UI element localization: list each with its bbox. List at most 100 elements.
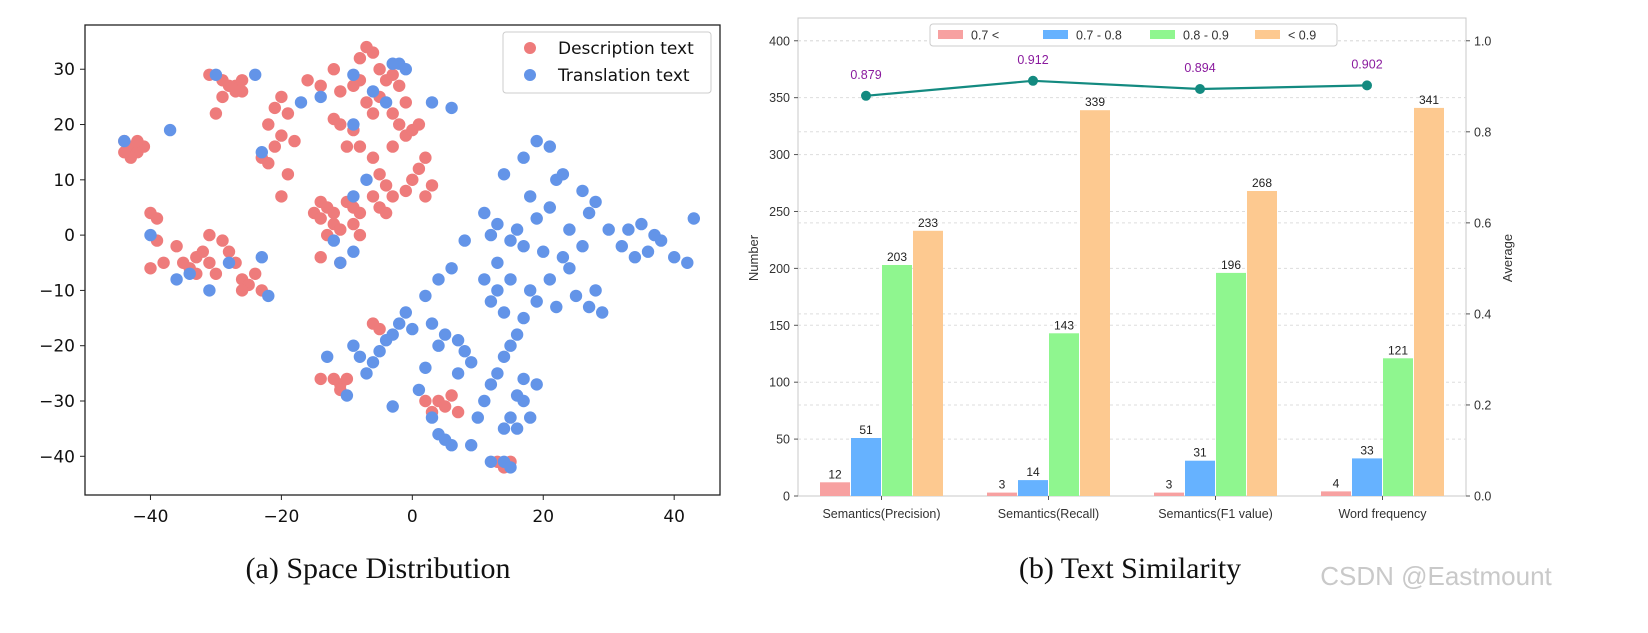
scatter-point-s1-70: [497, 306, 511, 319]
scatter-y-tick-label: 0: [64, 226, 75, 246]
scatter-point-s1-69: [484, 295, 498, 308]
scatter-point-s0-38: [360, 40, 373, 54]
average-value-label: 0.879: [850, 68, 881, 82]
scatter-point-s1-38: [576, 240, 589, 253]
scatter-point-s1-32: [543, 201, 556, 214]
scatter-point-s1-25: [183, 267, 196, 280]
scatter-point-s0-109: [314, 372, 327, 386]
scatter-point-s1-14: [425, 96, 439, 109]
scatter-x-tick-label: 20: [532, 507, 554, 527]
average-point: [861, 90, 871, 101]
average-point: [1362, 80, 1372, 91]
legend-label-description: Description text: [558, 39, 694, 59]
scatter-point-s0-26: [275, 190, 288, 203]
bar-0-3: [1321, 491, 1351, 496]
bar-legend-box: [929, 23, 1338, 47]
legend-marker-description: [524, 42, 536, 54]
scatter-point-s0-21: [288, 134, 301, 148]
scatter-point-s1-55: [602, 223, 615, 236]
bar-y2-tick-label: 0.0: [1474, 490, 1491, 504]
scatter-point-s1-107: [517, 394, 530, 408]
scatter-point-s1-0: [118, 134, 131, 148]
scatter-point-s1-4: [249, 68, 262, 82]
scatter-point-s0-41: [386, 68, 399, 82]
bar-value-label: 3: [1166, 478, 1173, 492]
legend-label-1: 0.7 - 0.8: [1076, 29, 1122, 43]
bar-3-3: [1414, 107, 1444, 497]
scatter-point-s0-61: [366, 151, 380, 164]
scatter-point-s0-103: [203, 228, 216, 242]
scatter-point-s1-13: [399, 62, 412, 76]
bar-value-label: 268: [1252, 176, 1272, 190]
scatter-point-s1-81: [425, 317, 439, 330]
scatter-point-s1-60: [668, 251, 681, 264]
scatter-point-s1-39: [563, 223, 576, 236]
scatter-point-s0-10: [229, 85, 242, 98]
scatter-point-s0-25: [281, 168, 295, 181]
scatter-point-s1-94: [465, 439, 478, 452]
scatter-point-s1-17: [360, 173, 373, 186]
scatter-point-s1-96: [478, 394, 491, 408]
scatter-point-s1-77: [491, 284, 504, 297]
scatter-point-s1-104: [504, 411, 517, 424]
scatter-x-tick-label: 0: [407, 507, 418, 527]
scatter-point-s1-58: [641, 245, 655, 258]
scatter-point-s0-55: [425, 179, 439, 192]
bar-2-2: [1216, 272, 1246, 496]
scatter-point-s1-122: [321, 350, 334, 363]
scatter-point-s0-47: [386, 140, 399, 153]
scatter-point-s1-75: [596, 306, 609, 319]
bar-y2-tick-label: 0.2: [1474, 398, 1491, 412]
legend-label-translation: Translation text: [557, 66, 690, 86]
scatter-point-s0-52: [406, 173, 419, 186]
scatter-point-s0-78: [347, 217, 360, 231]
bars-layer: 12 51 203 233 3 14 143 339 3 31 196 268 4 33 121 341: [820, 93, 1444, 497]
legend-marker-translation: [524, 69, 536, 81]
category-label: Semantics(F1 value): [1158, 507, 1273, 521]
bar-y-tick-label: 100: [769, 376, 790, 390]
average-point: [1028, 75, 1038, 86]
caption-a: (a) Space Distribution: [246, 552, 511, 585]
scatter-point-s1-67: [491, 217, 504, 231]
scatter-point-s1-99: [497, 350, 511, 363]
scatter-point-s1-63: [622, 223, 635, 236]
average-line: [865, 79, 1368, 97]
scatter-x-axis: −40 −20 0 20 40: [133, 495, 685, 527]
bar-left-axis: 0 50 100 150 200 250 300 350 400: [769, 34, 798, 504]
scatter-point-s0-24: [262, 157, 275, 170]
scatter-point-s0-79: [353, 228, 367, 242]
scatter-point-s0-27: [301, 74, 314, 87]
bar-y2-tick-label: 0.6: [1474, 216, 1491, 230]
scatter-point-s1-106: [510, 422, 524, 435]
scatter-point-s0-60: [353, 140, 367, 153]
scatter-point-s0-19: [262, 118, 275, 131]
bar-value-label: 12: [828, 467, 842, 481]
scatter-x-tick-label: −20: [263, 507, 299, 527]
scatter-point-s1-36: [537, 245, 550, 258]
scatter-point-s0-62: [373, 168, 386, 181]
legend-swatch-3: [1255, 30, 1280, 39]
scatter-point-s1-40: [582, 206, 596, 220]
bar-y2-tick-label: 0.8: [1474, 125, 1491, 139]
bar-x-axis: Semantics(Precision) Semantics(Recall) Sem…: [822, 496, 1427, 521]
bar-y-tick-label: 350: [769, 91, 790, 105]
scatter-point-s0-50: [419, 151, 432, 164]
scatter-point-s1-41: [491, 256, 504, 269]
scatter-point-s0-74: [334, 223, 347, 236]
scatter-point-s0-29: [327, 62, 340, 76]
scatter-point-s0-111: [373, 322, 386, 336]
scatter-point-s1-119: [353, 350, 367, 363]
scatter-point-s1-72: [530, 295, 543, 308]
bar-0-2: [1154, 492, 1184, 496]
scatter-point-s1-6: [314, 90, 327, 104]
scatter-point-s0-54: [419, 190, 432, 203]
scatter-point-s0-33: [360, 96, 373, 109]
scatter-point-s1-37: [556, 251, 570, 264]
scatter-point-s1-98: [491, 367, 504, 380]
scatter-point-s0-106: [340, 372, 354, 386]
scatter-point-s1-30: [510, 223, 524, 236]
scatter-point-s1-116: [373, 345, 386, 358]
scatter-point-s1-112: [504, 461, 517, 474]
y2label-average: Average: [1500, 234, 1515, 282]
